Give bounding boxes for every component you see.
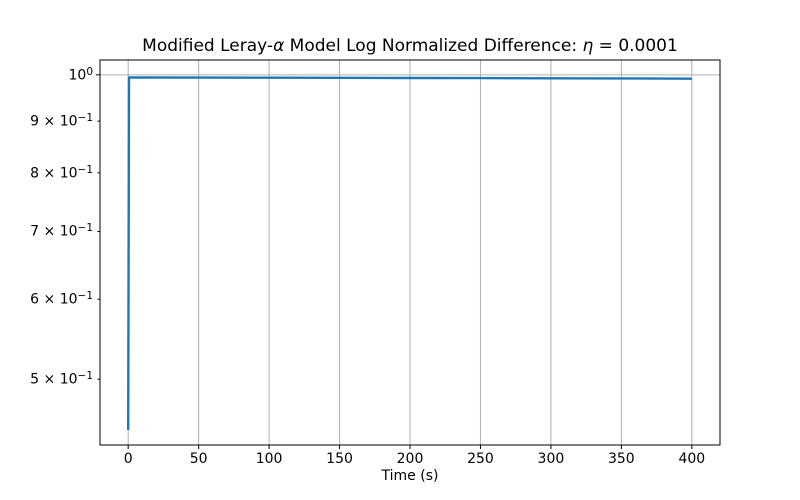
x-tick-label: 300	[537, 451, 565, 467]
y-tick-label: 6 × 10−1	[30, 290, 93, 308]
x-tick-label: 250	[467, 451, 494, 467]
title-text: Model Log Normalized Difference:	[284, 36, 583, 56]
x-tick-label: 200	[396, 451, 424, 467]
y-tick-label: 9 × 10−1	[30, 112, 93, 130]
data-line	[127, 76, 692, 431]
y-tick-label: 7 × 10−1	[30, 222, 93, 240]
y-tick-label: 8 × 10−1	[30, 163, 93, 182]
title-text: Modified Leray-	[142, 36, 274, 56]
y-tick-label: 5 × 10−1	[30, 370, 93, 388]
x-tick-label: 0	[123, 451, 133, 467]
title-math-symbol: η	[582, 36, 594, 56]
x-tick-label: 400	[678, 451, 706, 467]
title-text: = 0.0001	[593, 36, 678, 56]
title-math-symbol: α	[273, 36, 285, 56]
x-tick-label: 150	[326, 451, 353, 467]
x-axis-label: Time (s)	[381, 468, 439, 484]
y-tick-label: 100	[68, 65, 93, 84]
x-tick-label: 50	[189, 451, 208, 467]
x-tick-label: 350	[607, 451, 635, 467]
x-tick-label: 100	[255, 451, 283, 467]
chart-title: Modified Leray-α Model Log Normalized Di…	[100, 36, 720, 56]
